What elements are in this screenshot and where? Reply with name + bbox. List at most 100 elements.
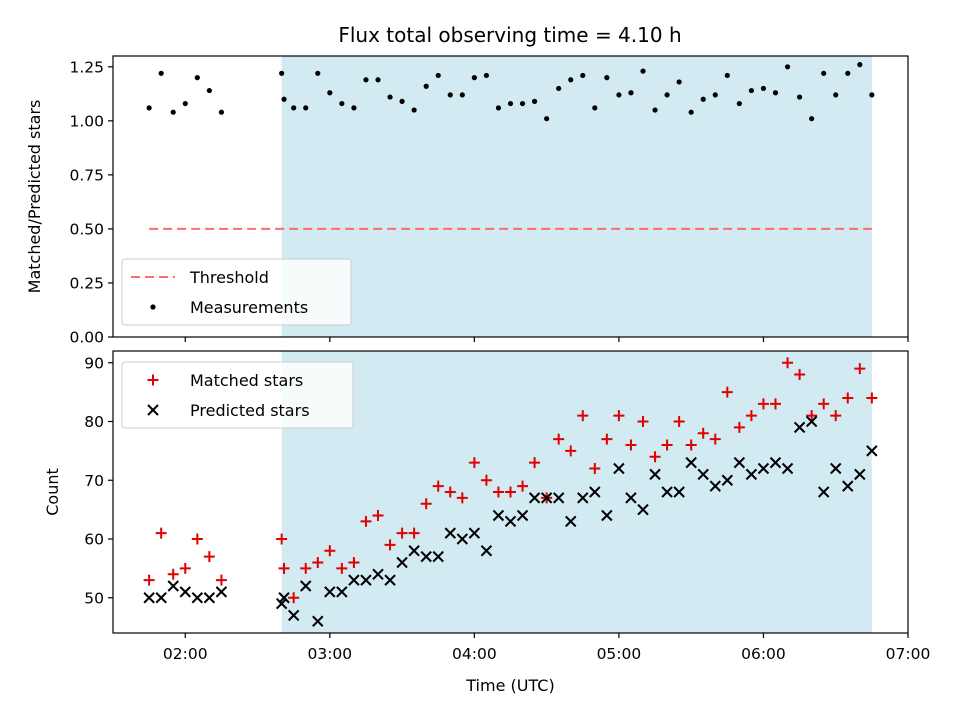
measurement-point: [447, 92, 453, 98]
predicted-star-point: [408, 545, 420, 557]
matched-star-point: [818, 398, 830, 410]
matched-star-point: [553, 433, 565, 445]
matched-star-point: [517, 480, 529, 492]
predicted-star-point: [565, 515, 577, 528]
predicted-star-point: [540, 492, 553, 504]
predicted-star-point: [601, 509, 613, 522]
top-panel: 0.00 0.25 0.50 0.75 1.00 1.25 Matched/Predict…: [25, 55, 909, 347]
matched-star-point: [167, 568, 179, 580]
predicted-star-point: [287, 609, 300, 622]
measurement-point: [688, 109, 694, 115]
measurement-point: [772, 90, 779, 96]
measurement-point: [531, 98, 538, 104]
matched-star-point: [492, 486, 504, 498]
measurement-point: [544, 116, 550, 122]
measurement-point: [279, 70, 285, 76]
y-tick-label: 50: [84, 589, 104, 607]
predicted-star-point: [805, 415, 818, 428]
predicted-star-point: [155, 592, 167, 604]
measurement-point: [652, 107, 658, 113]
matched-star-point: [191, 533, 203, 545]
predicted-star-point: [504, 515, 517, 528]
predicted-star-point: [468, 527, 481, 539]
predicted-star-point: [793, 421, 806, 434]
matched-star-point: [757, 398, 769, 410]
predicted-star-point: [709, 480, 721, 492]
matched-star-point: [661, 439, 673, 451]
measurement-point: [712, 92, 718, 98]
predicted-star-point: [552, 492, 565, 504]
matched-star-point: [721, 386, 733, 398]
measurement-point: [351, 105, 357, 111]
measurement-point: [869, 92, 875, 98]
predicted-star-point: [649, 468, 661, 481]
measurement-point: [387, 94, 393, 100]
matched-star-point: [613, 410, 625, 422]
predicted-star-point: [745, 468, 758, 481]
measurement-point: [664, 92, 670, 98]
predicted-star-point: [613, 462, 625, 475]
y-tick-label: 1.25: [69, 58, 104, 76]
measurement-point: [748, 87, 755, 94]
measurement-point: [303, 105, 309, 111]
measurement-point: [182, 100, 188, 107]
measurement-point: [556, 85, 562, 92]
matched-star-point: [456, 492, 468, 504]
measurement-point: [435, 72, 441, 79]
predicted-star-point: [854, 468, 866, 481]
predicted-star-point: [733, 456, 746, 469]
matched-star-point: [733, 421, 745, 433]
matched-star-point: [601, 433, 613, 445]
predicted-star-point: [781, 462, 794, 475]
measurement-point: [363, 77, 369, 83]
predicted-star-point: [637, 503, 649, 516]
y-tick-label: 0.25: [69, 274, 104, 292]
predicted-star-point: [312, 615, 324, 627]
measurement-point: [170, 109, 176, 115]
predicted-star-point: [661, 486, 673, 498]
predicted-star-point: [372, 568, 384, 580]
measurement-point: [471, 75, 477, 81]
measurement-point: [218, 109, 225, 115]
y-tick-label: 80: [84, 413, 104, 431]
measurement-point: [592, 105, 598, 111]
measurement-point: [736, 100, 742, 107]
predicted-star-point: [866, 445, 878, 457]
matched-star-point: [288, 592, 300, 604]
matched-star-point: [589, 463, 601, 474]
predicted-star-point: [432, 550, 444, 563]
measurement-point: [833, 92, 839, 98]
matched-star-point: [276, 533, 288, 545]
measurement-point: [423, 83, 429, 89]
matched-star-point: [420, 498, 432, 510]
matched-star-point: [830, 410, 842, 422]
legend-predicted-label: Predicted stars: [190, 401, 310, 420]
measurement-point: [206, 87, 212, 94]
measurement-point: [857, 62, 863, 68]
matched-star-point: [505, 486, 516, 498]
measurement-point: [375, 77, 381, 83]
bottom-axes-frame: [112, 350, 909, 634]
measurement-point: [399, 98, 405, 104]
top-legend: Threshold Measurements: [121, 258, 352, 326]
x-tick-label: 04:00: [452, 645, 497, 663]
x-axis-label: Time (UTC): [465, 676, 554, 695]
measurement-point: [628, 90, 634, 96]
matched-star-point: [649, 451, 661, 463]
matched-star-point: [577, 410, 589, 422]
legend-matched-swatch: [147, 374, 159, 386]
matched-star-point: [408, 527, 420, 539]
top-plot-data: [146, 62, 875, 230]
matched-star-point: [529, 457, 541, 469]
matched-star-point: [866, 392, 878, 404]
observing-interval-shade: [281, 56, 872, 337]
predicted-star-point: [420, 550, 432, 563]
bottom-panel: 50 60 70 80 90 02:00 03:00 04:00 05:00 06:00 07:00…: [43, 350, 930, 695]
legend-box: [121, 258, 352, 326]
predicted-star-point: [721, 474, 734, 486]
measurement-point: [327, 90, 333, 96]
matched-star-point: [444, 486, 456, 498]
matched-star-point: [384, 539, 396, 551]
matched-star-point: [396, 527, 408, 539]
predicted-star-point: [757, 462, 770, 475]
